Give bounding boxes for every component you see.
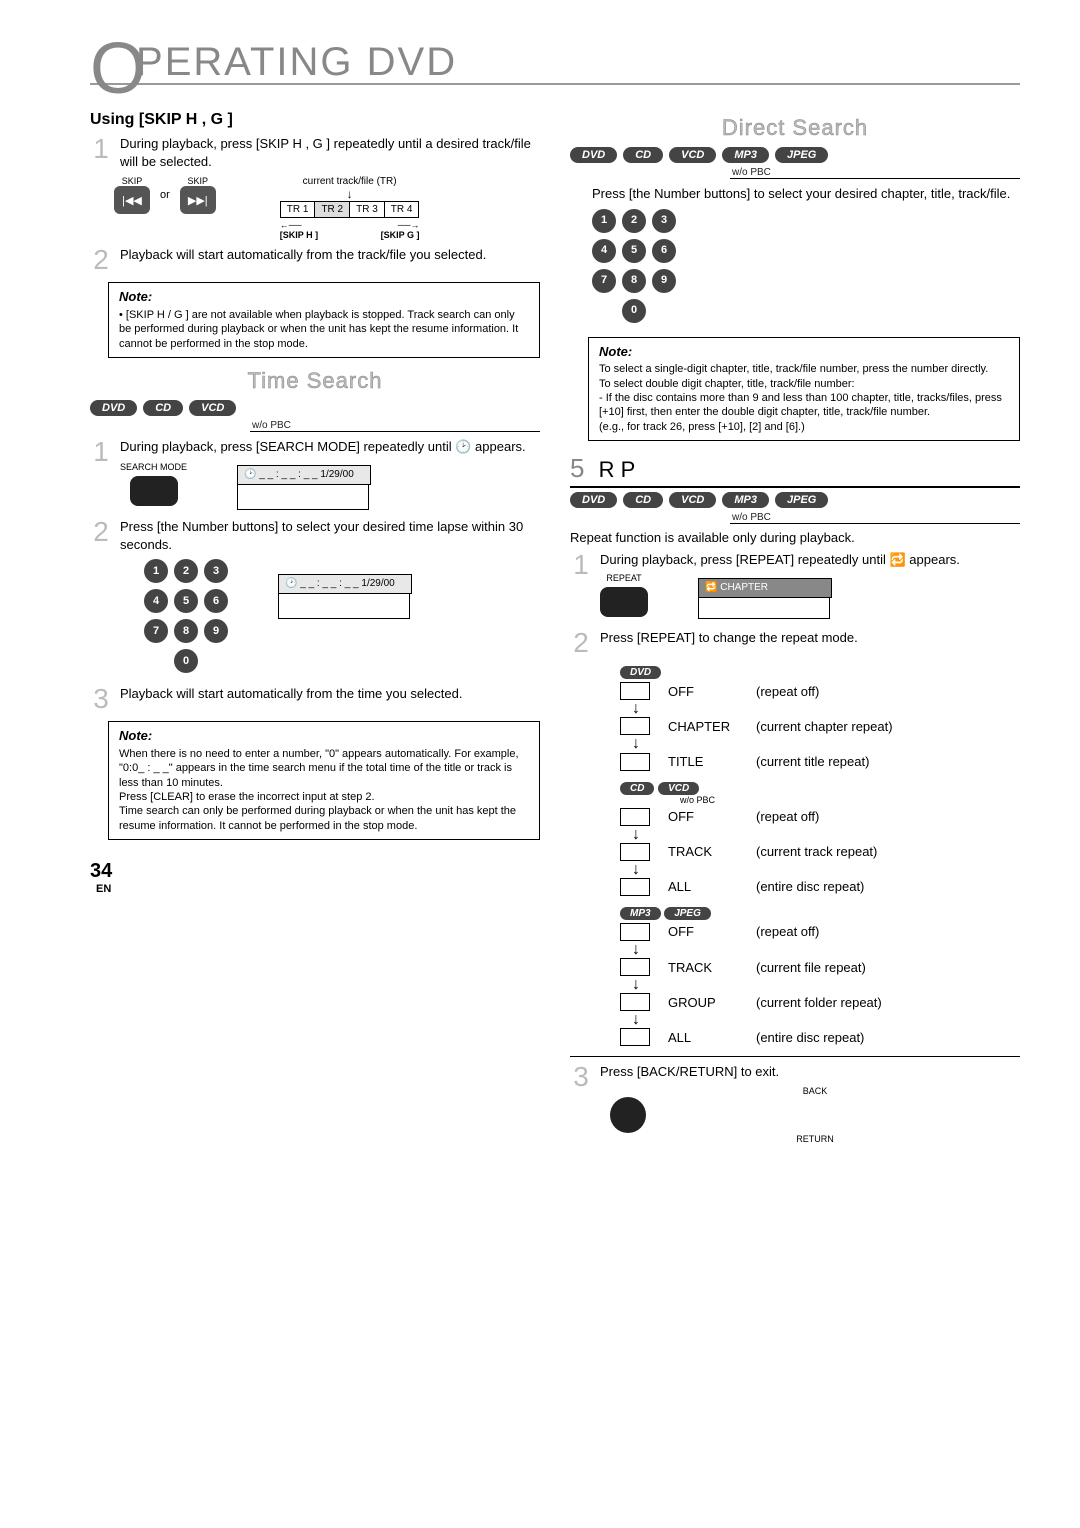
time-note: Note: When there is no need to enter a n…: [108, 721, 540, 840]
repeat-step-1: 1 During playback, press [REPEAT] repeat…: [570, 551, 1020, 623]
num-7[interactable]: 7: [592, 269, 616, 293]
num-9[interactable]: 9: [204, 619, 228, 643]
page-number: 34 EN: [90, 860, 540, 895]
skip-step-1: 1 During playback, press [SKIP H , G ] r…: [90, 135, 540, 170]
num-2[interactable]: 2: [174, 559, 198, 583]
direct-step: Press [the Number buttons] to select you…: [570, 185, 1020, 329]
repeat-intro: Repeat function is available only during…: [570, 530, 1020, 545]
direct-note: Note: To select a single-digit chapter, …: [588, 337, 1020, 441]
num-0[interactable]: 0: [174, 649, 198, 673]
num-7[interactable]: 7: [144, 619, 168, 643]
num-1[interactable]: 1: [144, 559, 168, 583]
repeat-icon: [620, 682, 650, 700]
repeat-screen: 🔁 CHAPTER: [698, 578, 832, 598]
num-0[interactable]: 0: [622, 299, 646, 323]
num-5[interactable]: 5: [174, 589, 198, 613]
num-6[interactable]: 6: [652, 239, 676, 263]
num-2[interactable]: 2: [622, 209, 646, 233]
num-6[interactable]: 6: [204, 589, 228, 613]
time-search-badges: DVD CD VCD: [90, 400, 540, 416]
num-8[interactable]: 8: [622, 269, 646, 293]
repeat-step-3: 3 Press [BACK/RETURN] to exit. BACK RETU…: [570, 1063, 1020, 1145]
search-mode-button[interactable]: [130, 476, 178, 506]
time-search-title: Time Search: [90, 368, 540, 394]
num-1[interactable]: 1: [592, 209, 616, 233]
num-5[interactable]: 5: [622, 239, 646, 263]
time-step-2: 2 Press [the Number buttons] to select y…: [90, 518, 540, 679]
time-step-3: 3 Playback will start automatically from…: [90, 685, 540, 713]
number-pad: 1 2 3 4 5 6 7 8 9 0: [144, 559, 228, 673]
skip-subhead: Using [SKIP H , G ]: [90, 111, 540, 129]
repeat-mode-table: DVD OFF(repeat off) ↓ CHAPTER(current ch…: [620, 663, 1020, 1046]
time-screen-2: 🕑 _ _ : _ _ : _ _ 1/29/00: [278, 574, 412, 594]
repeat-section-head: 5 R P: [570, 453, 1020, 488]
skip-buttons: SKIP |◀◀ or SKIP ▶▶|: [114, 176, 216, 214]
skip-prev-button[interactable]: |◀◀: [114, 186, 150, 214]
track-diagram: current track/file (TR) ↓ TR 1 TR 2 TR 3…: [280, 176, 420, 240]
num-8[interactable]: 8: [174, 619, 198, 643]
num-9[interactable]: 9: [652, 269, 676, 293]
skip-next-button[interactable]: ▶▶|: [180, 186, 216, 214]
time-screen-1: 🕑 _ _ : _ _ : _ _ 1/29/00: [237, 465, 371, 485]
time-step-1: 1 During playback, press [SEARCH MODE] r…: [90, 438, 540, 512]
num-4[interactable]: 4: [144, 589, 168, 613]
repeat-badges: DVD CD VCD MP3 JPEG: [570, 492, 1020, 508]
title-text: PERATING DVD: [136, 40, 457, 85]
manual-page: O PERATING DVD Using [SKIP H , G ] 1 Dur…: [0, 0, 1080, 1181]
repeat-step-2: 2 Press [REPEAT] to change the repeat mo…: [570, 629, 1020, 657]
direct-search-title: Direct Search: [570, 115, 1020, 141]
skip-step-2: 2 Playback will start automatically from…: [90, 246, 540, 274]
repeat-button[interactable]: [600, 587, 648, 617]
skip-note: Note: • [SKIP H / G ] are not available …: [108, 282, 540, 358]
number-pad-direct: 1 2 3 4 5 6 7 8 9 0: [592, 209, 1020, 323]
direct-search-badges: DVD CD VCD MP3 JPEG: [570, 147, 1020, 163]
title-initial: O: [90, 48, 148, 91]
left-column: Using [SKIP H , G ] 1 During playback, p…: [90, 105, 540, 1151]
num-4[interactable]: 4: [592, 239, 616, 263]
page-title: O PERATING DVD: [90, 40, 1020, 85]
num-3[interactable]: 3: [652, 209, 676, 233]
back-return-button[interactable]: [610, 1097, 646, 1133]
num-3[interactable]: 3: [204, 559, 228, 583]
right-column: Direct Search DVD CD VCD MP3 JPEG w/o PB…: [570, 105, 1020, 1151]
